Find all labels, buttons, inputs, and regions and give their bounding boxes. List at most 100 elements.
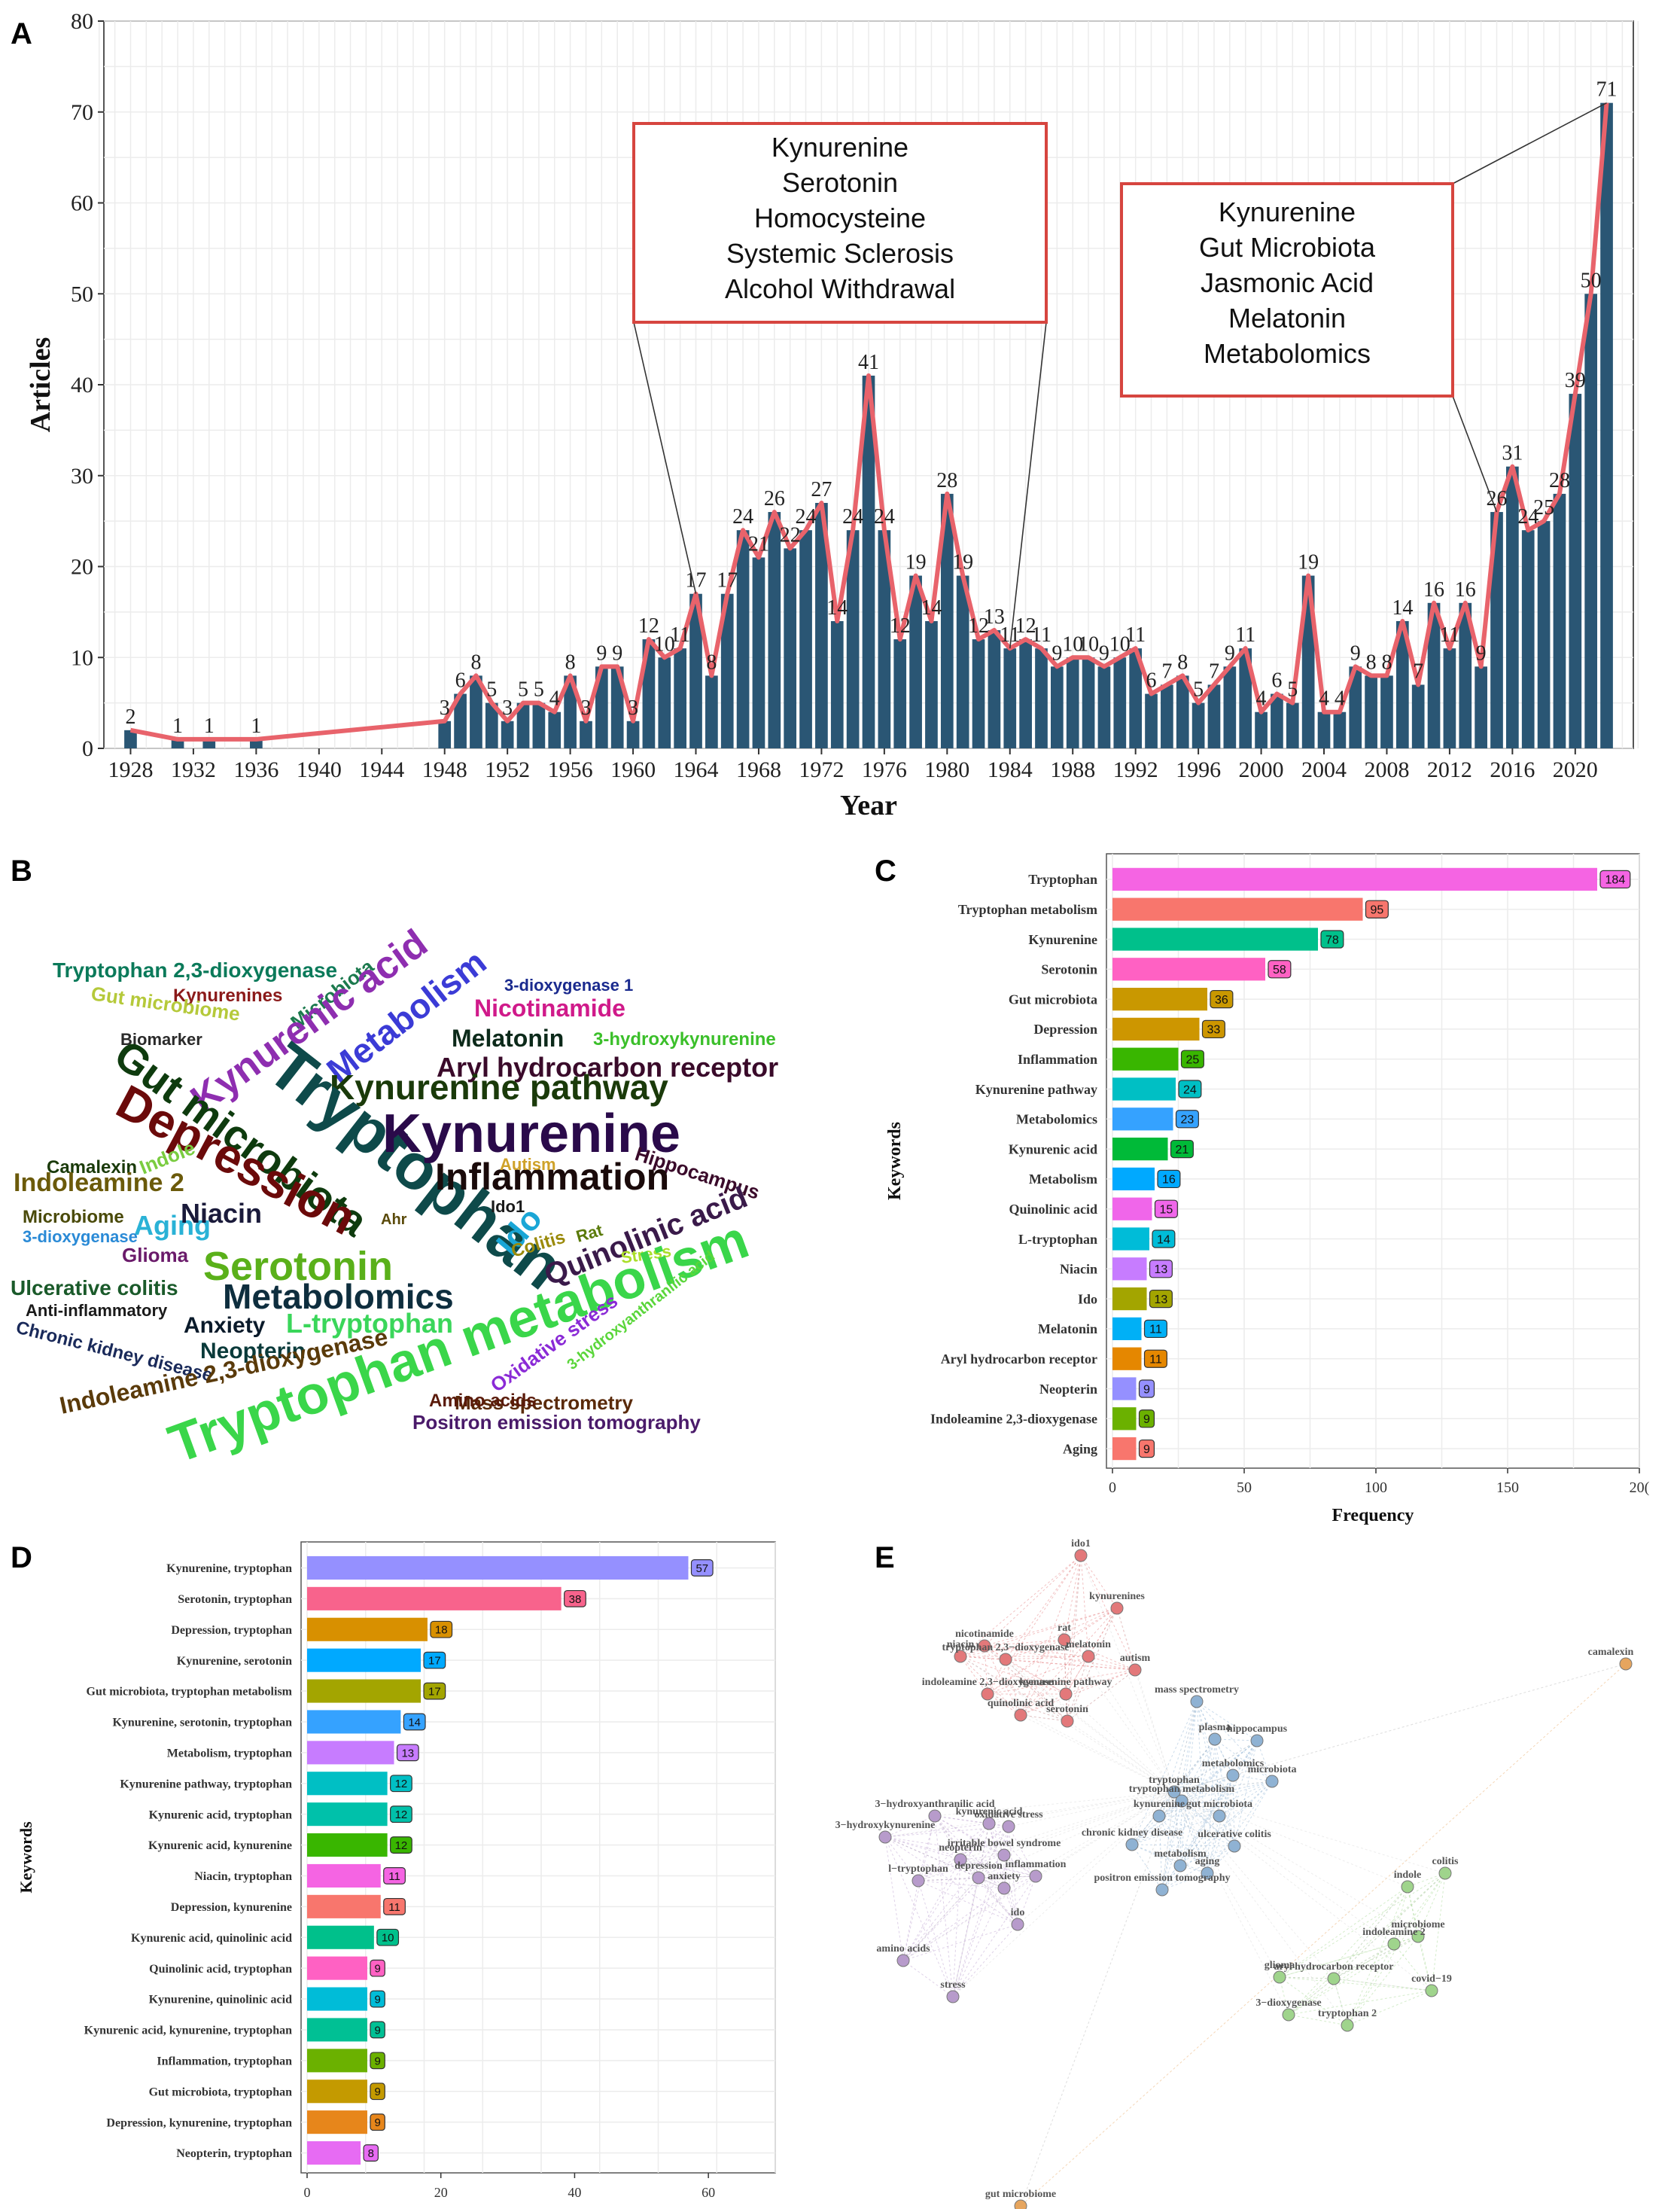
network-edge — [960, 1859, 1018, 1925]
network-node-label: ido1 — [1071, 1538, 1091, 1549]
category-label: Aryl hydrocarbon receptor — [941, 1351, 1097, 1367]
network-edge — [1333, 1886, 1408, 1979]
bar — [307, 1802, 388, 1827]
value-badge — [1599, 870, 1631, 889]
network-node — [1273, 1970, 1286, 1984]
bar-2018 — [1537, 521, 1551, 748]
network-edge — [1003, 1854, 1018, 1925]
category-label: Depression, kynurenine — [171, 1901, 292, 1914]
bar-1975 — [862, 375, 875, 748]
network-node — [972, 1871, 985, 1885]
bar — [1112, 1197, 1152, 1220]
data-label-2008: 8 — [1381, 651, 1392, 674]
value-badge — [1149, 1260, 1173, 1278]
data-label-1965: 8 — [706, 651, 717, 674]
network-edge — [960, 1656, 1006, 1660]
network-node — [954, 1853, 967, 1866]
network-node-label: 3−dioxygenase — [1255, 1997, 1321, 2009]
x-tick-label: 50 — [1237, 1479, 1252, 1496]
network-node — [1190, 1695, 1204, 1708]
network-edge — [987, 1639, 1065, 1695]
bar-1983 — [988, 630, 1001, 748]
network-edge — [1008, 1791, 1175, 1827]
wordcloud-term: Neopterin — [200, 1339, 306, 1363]
wordcloud-term: Positron emission tomography — [412, 1411, 701, 1434]
x-tick-label: 100 — [1365, 1479, 1387, 1496]
network-node-label: metabolomics — [1202, 1758, 1265, 1769]
network-node — [946, 1990, 960, 2003]
network-node — [1011, 1918, 1024, 1931]
bar-1948 — [438, 721, 452, 748]
category-label: Kynurenine, serotonin — [177, 1655, 292, 1668]
value-label: 9 — [374, 1963, 380, 1976]
bar-1999 — [1239, 648, 1252, 748]
network-edge — [984, 1645, 1068, 1722]
value-badge — [403, 1713, 426, 1731]
network-edge — [1173, 1791, 1348, 2026]
x-tick-label: 1964 — [674, 757, 719, 782]
network-edge — [1173, 1701, 1198, 1793]
network-edge — [1431, 1872, 1446, 1991]
value-label: 14 — [1157, 1233, 1170, 1246]
network-edge — [934, 1815, 1018, 1925]
network-node — [1265, 1775, 1279, 1788]
network-edge — [1116, 1607, 1175, 1793]
data-label-2014: 9 — [1476, 641, 1487, 665]
callout-1-line: Serotonin — [782, 167, 898, 198]
network-node-label: tryptophan 2,3−dioxygenase — [942, 1642, 1070, 1653]
panel-label-c: C — [875, 855, 896, 888]
network-node — [1110, 1601, 1124, 1615]
data-label-1964: 17 — [686, 569, 707, 593]
network-node-label: indoleamine 2 — [1362, 1927, 1426, 1938]
x-tick-label: 1936 — [233, 757, 278, 782]
network-edge — [1116, 1607, 1136, 1671]
network-node — [1250, 1734, 1264, 1747]
value-badge — [1138, 1409, 1155, 1428]
category-label: Kynurenine, serotonin, tryptophan — [112, 1717, 292, 1729]
network-edge — [1067, 1555, 1082, 1722]
bar-1963 — [674, 648, 686, 748]
network-edge — [987, 1607, 1118, 1695]
data-label-1956: 8 — [565, 651, 576, 674]
network-node — [982, 1817, 996, 1830]
network-edge — [960, 1656, 1067, 1695]
network-edge — [1207, 1775, 1234, 1874]
network-edge — [1288, 1886, 1408, 2016]
value-label: 11 — [388, 1901, 400, 1914]
bar-1957 — [580, 721, 592, 748]
network-edge — [1288, 1872, 1446, 2016]
network-edge — [978, 1875, 1036, 1878]
value-badge — [370, 1990, 385, 2008]
network-edge — [960, 1656, 1136, 1671]
network-edge — [902, 1859, 961, 1961]
category-label: Kynurenine pathway, tryptophan — [120, 1778, 292, 1790]
network-node — [1167, 1785, 1181, 1799]
network-edge — [1279, 1976, 1335, 1979]
x-tick-label: 1952 — [485, 757, 530, 782]
wordcloud-term: Ido1 — [491, 1197, 525, 1216]
value-badge — [370, 1959, 385, 1977]
wordcloud-term: Glioma — [122, 1244, 189, 1266]
network-node-label: niacin — [947, 1639, 975, 1650]
network-edge — [1279, 1976, 1289, 2016]
network-node — [1128, 1663, 1142, 1677]
network-edge — [988, 1823, 1009, 1827]
value-label: 24 — [1183, 1083, 1197, 1096]
network-edge — [984, 1645, 1067, 1695]
wordcloud-term: Kynurenine — [382, 1104, 680, 1164]
bar-1949 — [454, 693, 467, 748]
panel-c-chart: Tryptophan 184 Tryptophan metabolism 95 Kynu… — [885, 853, 1650, 1525]
category-label: Kynurenic acid — [1009, 1141, 1097, 1156]
network-edge — [1080, 1555, 1118, 1609]
category-label: Kynurenine, tryptophan — [166, 1562, 292, 1575]
network-edge — [987, 1693, 1021, 1716]
value-badge — [1175, 1110, 1199, 1129]
network-node — [878, 1830, 892, 1844]
network-edge — [902, 1815, 936, 1961]
category-label: Metabolism, tryptophan — [167, 1747, 292, 1760]
bar — [307, 2049, 367, 2073]
network-edge — [1173, 1738, 1216, 1793]
network-edge — [1161, 1738, 1216, 1891]
wordcloud-term: 3-hydroxykynurenine — [593, 1029, 776, 1050]
